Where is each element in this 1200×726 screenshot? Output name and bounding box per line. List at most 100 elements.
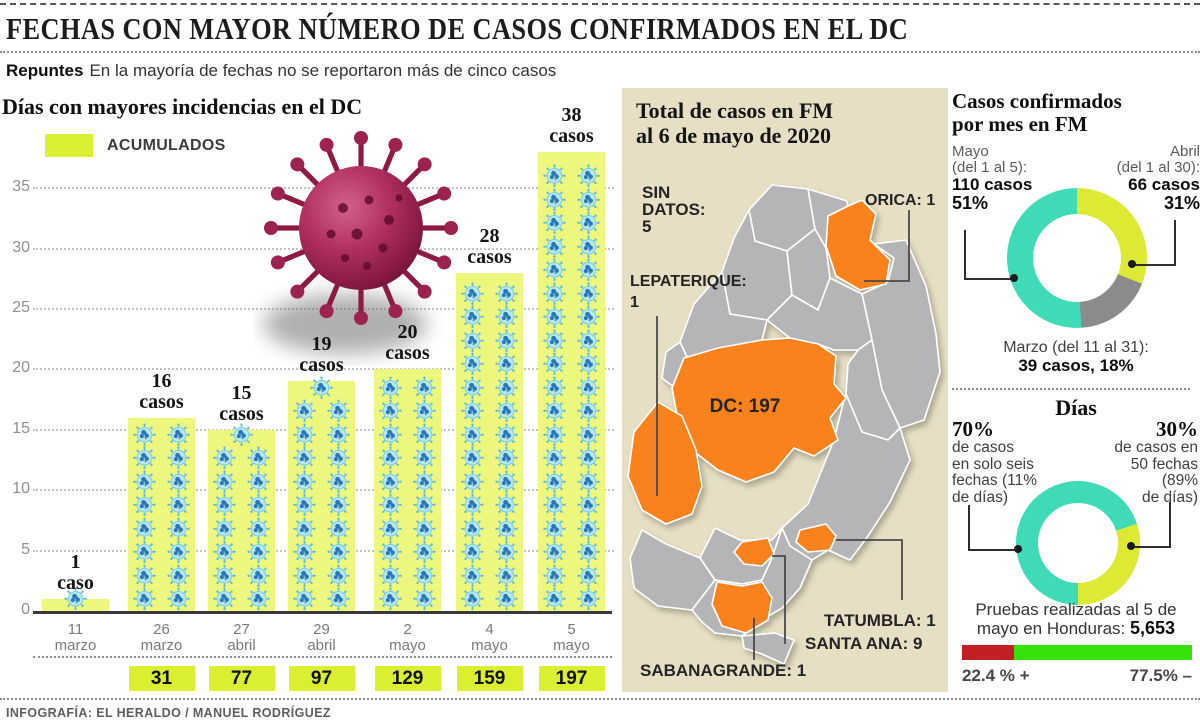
virus-icon [543, 446, 566, 470]
tests-negative-segment [1013, 645, 1192, 660]
virus-icon [327, 446, 350, 470]
virus-icon [167, 564, 190, 588]
monthly-donut-chart [1007, 188, 1147, 328]
virus-icon [495, 305, 518, 329]
abril-connector-line [1132, 220, 1176, 266]
virus-icon [327, 493, 350, 517]
virus-icon [577, 564, 600, 588]
map-panel: Total de casos en FM al 6 de mayo de 202… [622, 88, 948, 692]
virus-icon [577, 329, 600, 353]
y-axis-tick-label: 10 [12, 480, 30, 498]
bar-chart-title: Días con mayores incidencias en el DC [2, 94, 363, 119]
region-orica [825, 199, 891, 291]
virus-icon [543, 517, 566, 541]
virus-icon [293, 587, 316, 611]
footer-divider [0, 698, 1200, 700]
dias-70-connector-dot [1014, 545, 1022, 553]
virus-icon [413, 564, 436, 588]
virus-icon [293, 470, 316, 494]
virus-icon [327, 470, 350, 494]
virus-icon [247, 446, 270, 470]
virus-icon [213, 587, 236, 611]
y-axis-tick-label: 5 [21, 540, 30, 558]
virus-icon [293, 446, 316, 470]
virus-icon [543, 352, 566, 376]
monthly-donut-title: Casos confirmados por mes en FM [952, 89, 1122, 136]
virus-icon [379, 493, 402, 517]
dias-30-connector-dot [1127, 542, 1135, 550]
virus-icon [167, 423, 190, 447]
x-axis-date-label: 29 abril [307, 621, 336, 654]
virus-icon [379, 399, 402, 423]
virus-icon [379, 540, 402, 564]
dias-30-connector-line [1131, 502, 1171, 548]
virus-icon [495, 329, 518, 353]
chart-bar [128, 417, 195, 611]
bar-value-label: 28 casos [467, 224, 512, 268]
mayo-connector-line [964, 230, 1017, 280]
virus-icon [577, 493, 600, 517]
bar-chart-panel: Días con mayores incidencias en el DC AC… [0, 88, 618, 700]
virus-icon [133, 446, 156, 470]
cumulative-total-badge: 159 [456, 666, 523, 691]
virus-icon [543, 470, 566, 494]
credit-line: INFOGRAFÍA: EL HERALDO / MANUEL RODRÍGUE… [6, 706, 331, 720]
virus-icon [495, 376, 518, 400]
virus-icon [495, 282, 518, 306]
virus-icon [293, 423, 316, 447]
virus-icon [293, 517, 316, 541]
virus-icon [543, 564, 566, 588]
virus-icon [293, 493, 316, 517]
virus-icon [543, 305, 566, 329]
map-title-line2: al 6 de mayo de 2020 [636, 123, 831, 148]
virus-icon [247, 470, 270, 494]
virus-icon [213, 493, 236, 517]
tests-positive-label: 22.4 % + [962, 666, 1030, 685]
virus-icon [577, 305, 600, 329]
dc-value-label: DC: 197 [710, 396, 781, 417]
virus-icon [577, 258, 600, 282]
map-label-santa-ana: SANTA ANA: 9 [805, 634, 923, 653]
cumulative-total-badge: 97 [288, 666, 355, 691]
virus-icon [327, 517, 350, 541]
bar-value-label: 19 casos [299, 333, 344, 377]
x-axis-date-label: 27 abril [227, 621, 256, 654]
virus-icon [577, 470, 600, 494]
virus-icon [247, 493, 270, 517]
mayo-connector-dot [1010, 274, 1018, 282]
virus-icon [167, 446, 190, 470]
virus-icon [413, 423, 436, 447]
x-axis-line [33, 611, 612, 614]
virus-icon [293, 564, 316, 588]
virus-icon [167, 540, 190, 564]
donut-hole [1038, 503, 1118, 583]
y-axis-tick-label: 15 [12, 419, 30, 437]
virus-icon [213, 517, 236, 541]
virus-icon [461, 564, 484, 588]
virus-icon [461, 517, 484, 541]
marzo-slice-label: Marzo (del 11 al 31): 39 casos, 18% [1003, 339, 1149, 376]
virus-icon [543, 540, 566, 564]
map-label-orica: ORICA: 1 [865, 192, 936, 209]
dias-70-label: 70% de casos en solo seis fechas (11% de… [952, 417, 1038, 506]
virus-icon [495, 446, 518, 470]
virus-icon [133, 564, 156, 588]
dias-donut-chart [1016, 481, 1140, 605]
dias-30-label: 30% de casos en 50 fechas (89% de días) [1114, 417, 1198, 506]
virus-icon [461, 376, 484, 400]
map-label-sabanagrande: SABANAGRANDE: 1 [640, 661, 807, 680]
tests-caption: Pruebas realizadas al 5 de mayo en Hondu… [975, 600, 1177, 638]
cumulative-total-badge: 129 [374, 666, 441, 691]
chart-bar [288, 381, 355, 611]
virus-icon [379, 587, 402, 611]
virus-icon [461, 423, 484, 447]
virus-icon [543, 329, 566, 353]
virus-icon [577, 282, 600, 306]
map-label-lepaterique: LEPATERIQUE: 1 [630, 273, 747, 311]
map-regions-gray [629, 184, 941, 665]
virus-icon [577, 376, 600, 400]
bar-value-label: 38 casos [549, 103, 594, 147]
virus-icon [577, 235, 600, 259]
y-gridline [33, 368, 614, 371]
virus-icon [167, 470, 190, 494]
